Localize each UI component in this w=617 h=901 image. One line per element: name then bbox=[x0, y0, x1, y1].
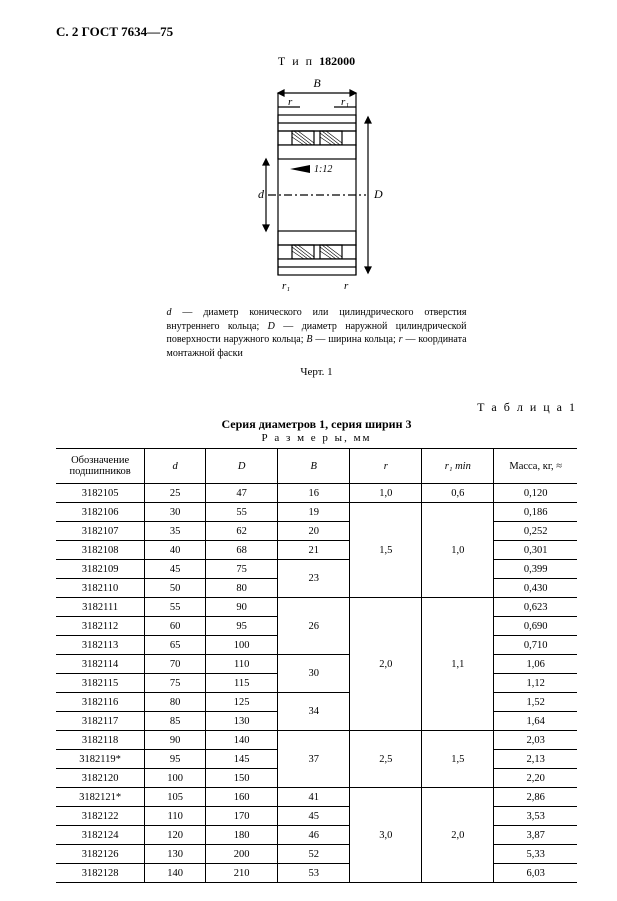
table-header-row: Обозначение подшипников d D B r r₁ min М… bbox=[56, 449, 577, 484]
bearing-table: Обозначение подшипников d D B r r₁ min М… bbox=[56, 448, 577, 883]
col-B: B bbox=[278, 449, 350, 484]
sizes-subtitle: Р а з м е р ы, мм bbox=[56, 432, 577, 444]
dim-r-bl: r₁ bbox=[282, 280, 290, 292]
taper-label: 1:12 bbox=[314, 164, 332, 175]
table-row: 31821073562200,252 bbox=[56, 522, 577, 541]
table-row: 3182126130200525,33 bbox=[56, 845, 577, 864]
bearing-diagram: B r r₁ bbox=[232, 75, 402, 300]
col-rs: r₁ min bbox=[422, 449, 494, 484]
figure-number: Черт. 1 bbox=[56, 366, 577, 378]
page-header: С. 2 ГОСТ 7634—75 bbox=[56, 24, 577, 40]
table-label: Т а б л и ц а 1 bbox=[56, 400, 577, 415]
col-designation: Обозначение подшипников bbox=[56, 449, 145, 484]
dim-r-br: r bbox=[344, 280, 349, 292]
type-label: Т и п bbox=[278, 54, 314, 68]
table-row: 3182124120180463,87 bbox=[56, 826, 577, 845]
col-d: d bbox=[145, 449, 206, 484]
table-row: 318211680125341,52 bbox=[56, 693, 577, 712]
col-r: r bbox=[350, 449, 422, 484]
dim-r-right: r₁ bbox=[341, 96, 349, 108]
table-row: 31821052547161,00,60,120 bbox=[56, 484, 577, 503]
dim-r-left: r bbox=[288, 96, 293, 108]
col-D: D bbox=[206, 449, 278, 484]
table-row: 318211890140372,51,52,03 bbox=[56, 731, 577, 750]
dim-B: B bbox=[313, 76, 321, 90]
page: С. 2 ГОСТ 7634—75 Т и п 182000 B r r₁ bbox=[0, 0, 617, 901]
dim-D: D bbox=[373, 187, 383, 201]
table-row: 318211470110301,06 bbox=[56, 655, 577, 674]
table-row: 31821115590262,01,10,623 bbox=[56, 598, 577, 617]
cap-D: D bbox=[268, 321, 275, 332]
series-title: Серия диаметров 1, серия ширин 3 bbox=[56, 417, 577, 432]
type-line: Т и п 182000 bbox=[56, 54, 577, 69]
table-row: 31821063055191,51,00,186 bbox=[56, 503, 577, 522]
dim-d: d bbox=[258, 187, 265, 201]
table-row: 31821094575230,399 bbox=[56, 560, 577, 579]
table-row: 31821084068210,301 bbox=[56, 541, 577, 560]
cap-t3: — ширина кольца; bbox=[313, 334, 399, 345]
type-number: 182000 bbox=[319, 54, 355, 68]
table-row: 3182128140210536,03 bbox=[56, 864, 577, 883]
col-mass: Масса, кг, ≈ bbox=[494, 449, 577, 484]
table-row: 3182122110170453,53 bbox=[56, 807, 577, 826]
table-row: 3182121*105160413,02,02,86 bbox=[56, 788, 577, 807]
figure-caption: d — диаметр конического или цилиндрическ… bbox=[167, 306, 467, 360]
